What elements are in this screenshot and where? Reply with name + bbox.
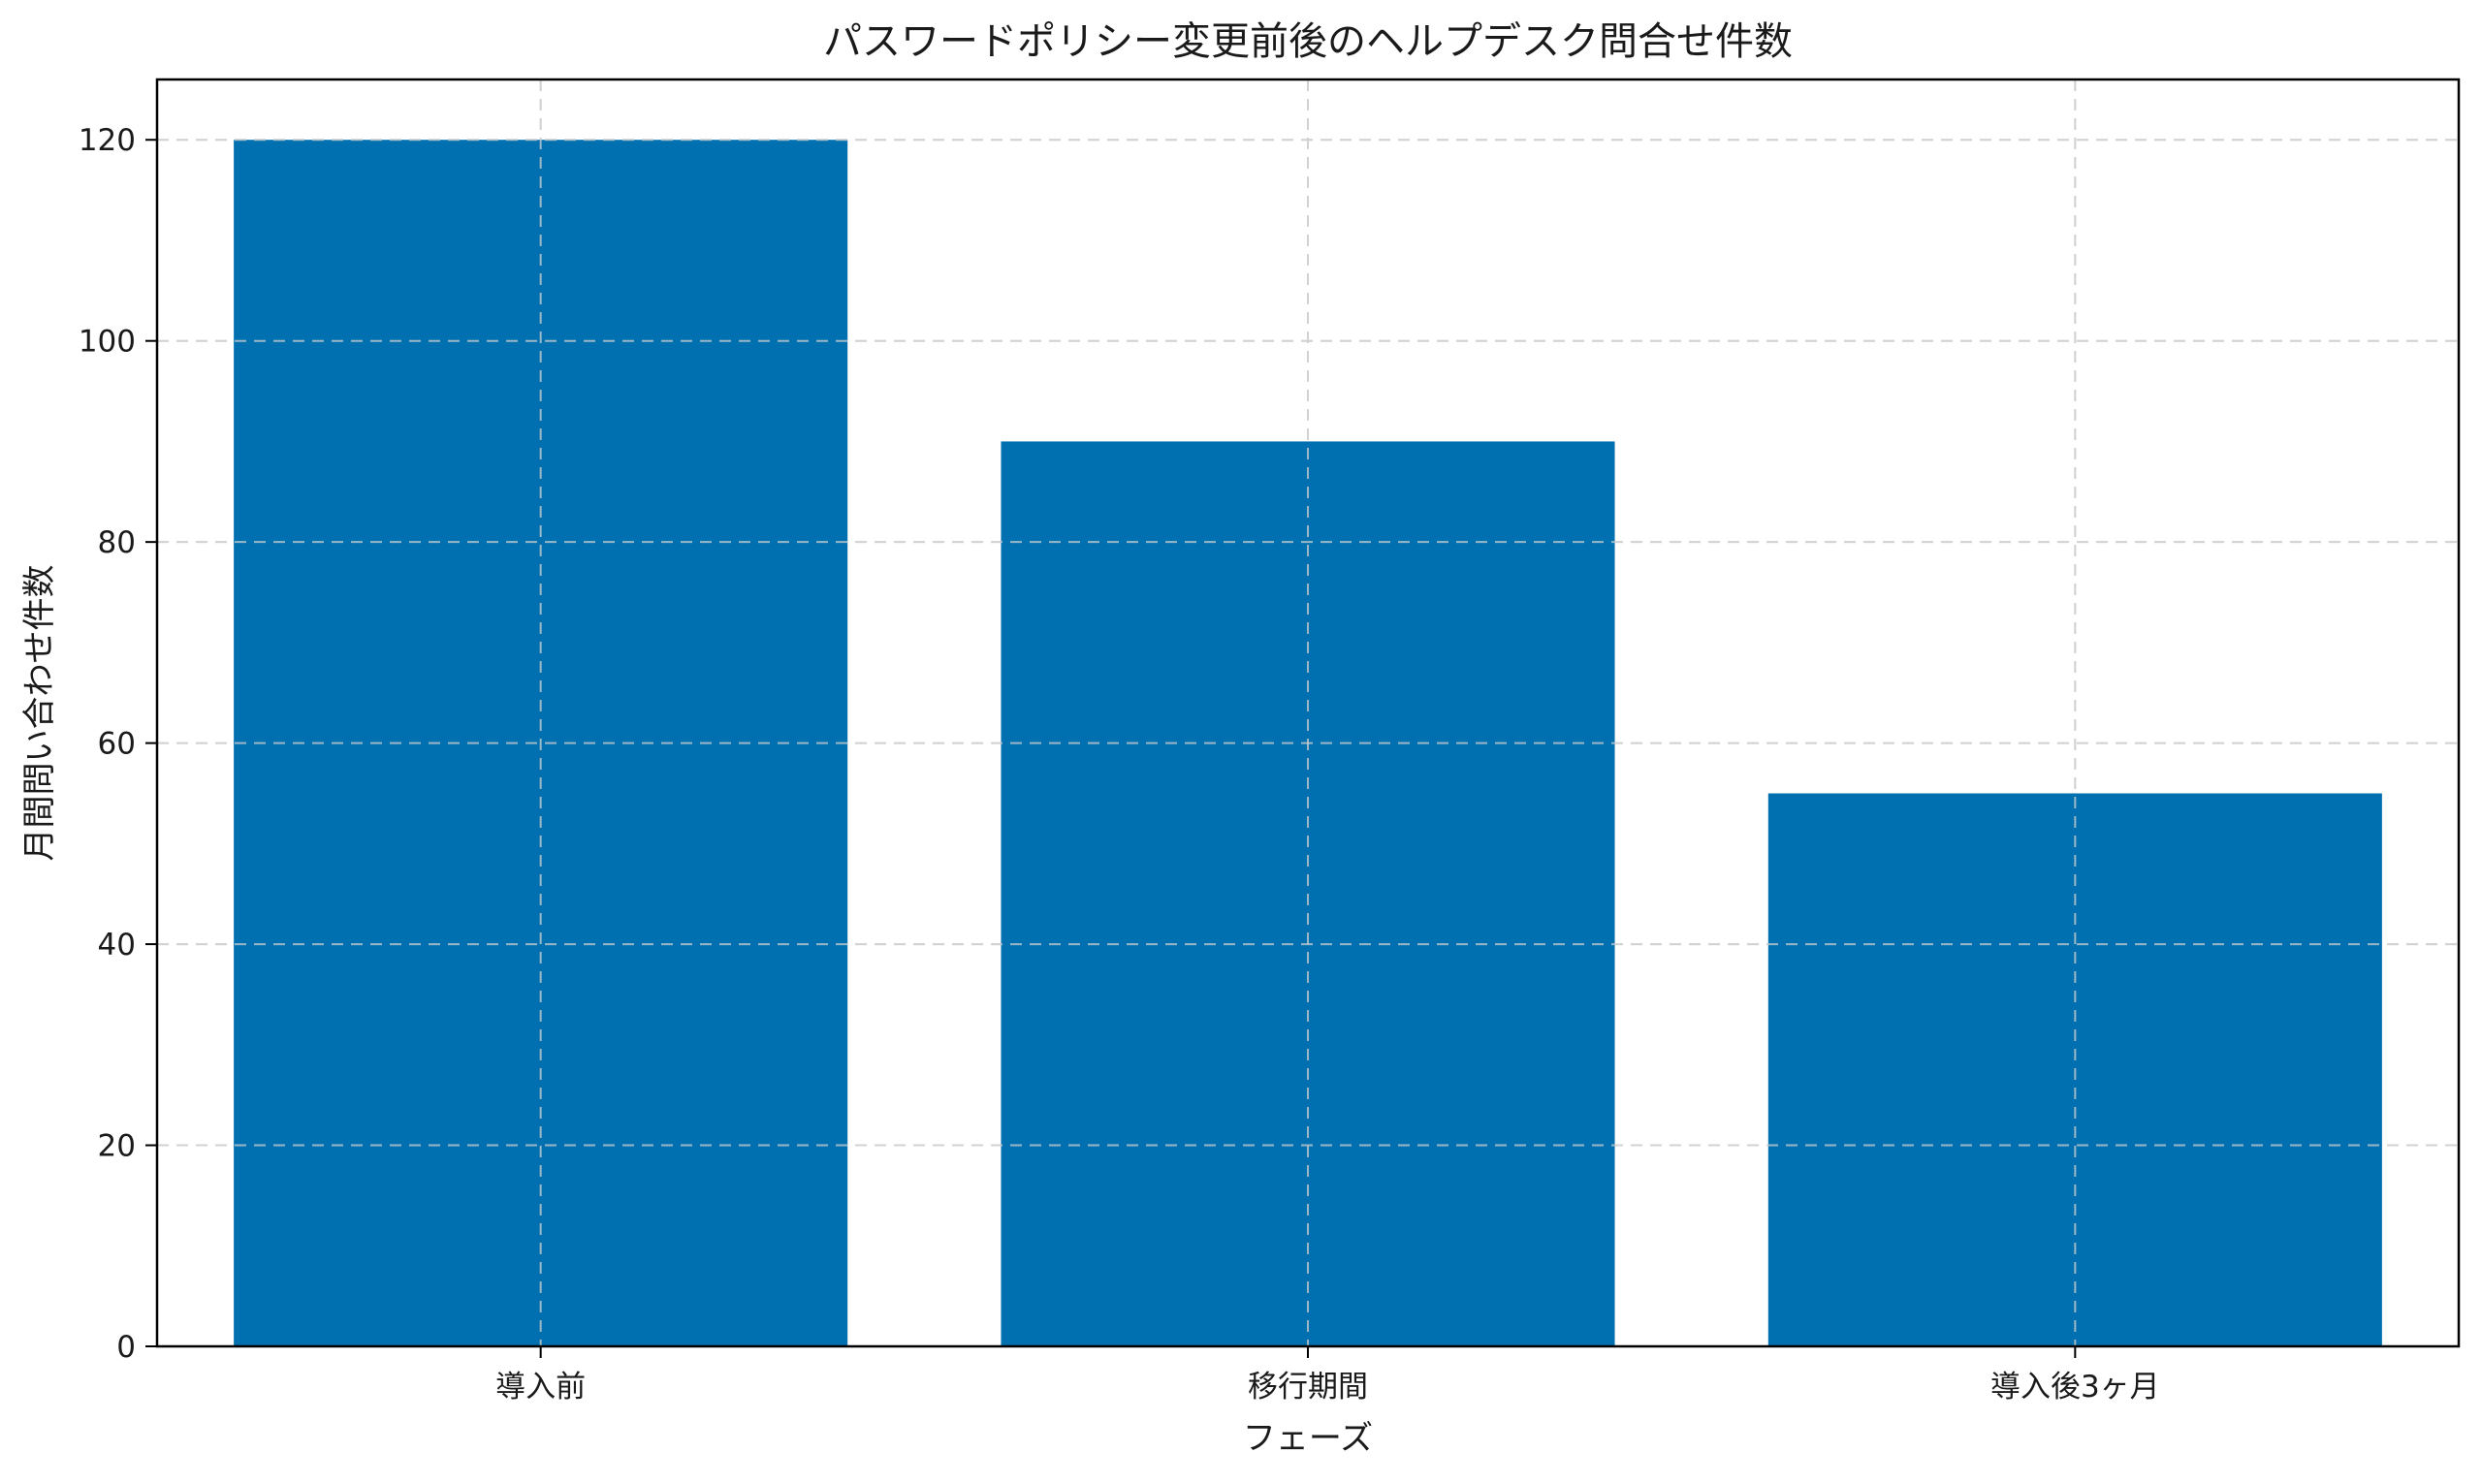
bar-layer (157, 79, 2459, 1347)
y-axis-label: 月間問い合わせ件数 (20, 565, 59, 862)
y-tick-label: 20 (98, 1129, 136, 1164)
y-tick-label: 40 (98, 928, 136, 963)
plot-frame (155, 78, 2461, 1348)
x-tick-label: 導入後3ヶ月 (1990, 1370, 2160, 1405)
x-tick-label: 導入前 (495, 1370, 586, 1405)
y-tick-label: 0 (116, 1330, 136, 1365)
x-tick-label: 移行期間 (1248, 1370, 1368, 1405)
y-tick-label: 60 (98, 727, 136, 762)
y-tick-label: 120 (79, 123, 136, 158)
y-tick-label: 100 (79, 325, 136, 360)
y-tick-label: 80 (98, 525, 136, 560)
axis-layer: 0 20 40 60 80 100 120 導入前 移行期間 導入後3ヶ月 (79, 123, 2160, 1405)
x-axis-label: フェーズ (1243, 1419, 1373, 1458)
chart-title: パスワードポリシー変更前後のヘルプデスク問合せ件数 (823, 19, 1793, 64)
